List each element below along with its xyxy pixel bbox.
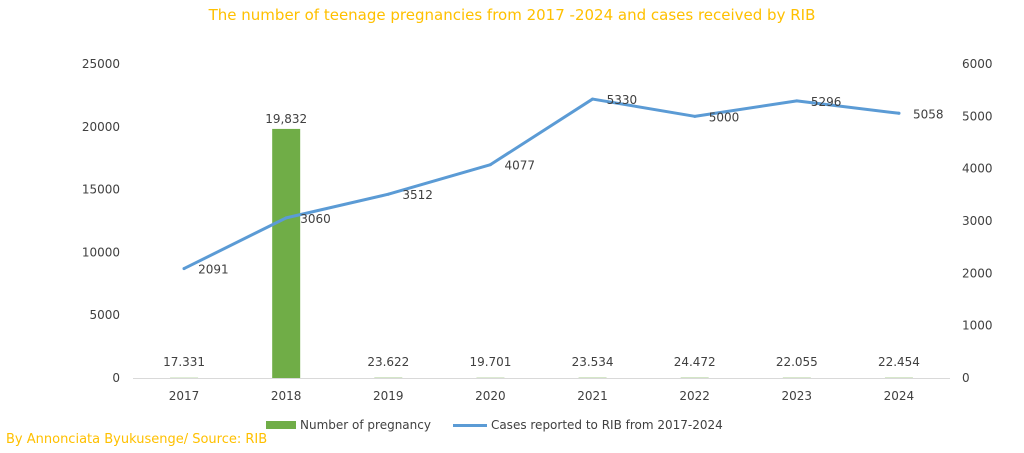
line-data-label: 5058 bbox=[913, 107, 944, 121]
bar-data-label: 19.701 bbox=[469, 355, 511, 369]
x-axis-tick-label: 2020 bbox=[475, 389, 506, 403]
legend-line-label: Cases reported to RIB from 2017-2024 bbox=[490, 418, 723, 432]
x-axis-tick-label: 2017 bbox=[169, 389, 200, 403]
legend-line-swatch bbox=[452, 423, 487, 427]
x-axis-tick-label: 2022 bbox=[679, 389, 710, 403]
line-point bbox=[488, 163, 492, 167]
bar-data-label: 23.534 bbox=[572, 355, 614, 369]
line-data-label: 3512 bbox=[402, 188, 433, 202]
right-axis-tick-label: 0 bbox=[962, 371, 970, 385]
line-point bbox=[591, 97, 595, 101]
left-axis-tick-label: 5000 bbox=[89, 308, 120, 322]
legend: Number of pregnancy Cases reported to RI… bbox=[266, 418, 745, 432]
line-data-label: 2091 bbox=[198, 263, 229, 277]
x-axis-tick-label: 2021 bbox=[577, 389, 608, 403]
left-axis-tick-label: 15000 bbox=[82, 183, 120, 197]
chart-title: The number of teenage pregnancies from 2… bbox=[208, 6, 816, 24]
line-point bbox=[284, 216, 288, 220]
line-data-label: 4077 bbox=[504, 159, 535, 173]
line-point bbox=[693, 114, 697, 118]
line-point bbox=[897, 111, 901, 115]
line-data-label: 3060 bbox=[300, 212, 331, 226]
legend-bar-swatch bbox=[266, 421, 296, 429]
right-axis-tick-label: 3000 bbox=[962, 214, 993, 228]
bar bbox=[272, 128, 301, 378]
legend-bar-label: Number of pregnancy bbox=[300, 418, 431, 432]
bar-data-label: 22.055 bbox=[776, 355, 818, 369]
right-axis-tick-label: 6000 bbox=[962, 57, 993, 71]
left-axis-tick-label: 20000 bbox=[82, 120, 120, 134]
legend-item-bars: Number of pregnancy bbox=[266, 418, 431, 432]
line-data-label: 5330 bbox=[607, 93, 638, 107]
right-axis-tick-label: 1000 bbox=[962, 319, 993, 333]
bar-data-label: 23.622 bbox=[367, 355, 409, 369]
line-point bbox=[795, 99, 799, 103]
left-axis-tick-label: 0 bbox=[112, 371, 120, 385]
x-axis-tick-label: 2019 bbox=[373, 389, 404, 403]
line-point bbox=[182, 267, 186, 271]
right-axis-tick-label: 5000 bbox=[962, 109, 993, 123]
left-axis-tick-label: 10000 bbox=[82, 245, 120, 259]
bar-data-label: 24.472 bbox=[674, 355, 716, 369]
line-data-label: 5296 bbox=[811, 95, 842, 109]
x-axis-tick-label: 2023 bbox=[782, 389, 813, 403]
bar-data-label: 19,832 bbox=[265, 112, 307, 126]
legend-item-line: Cases reported to RIB from 2017-2024 bbox=[452, 418, 723, 432]
x-axis-tick-label: 2024 bbox=[884, 389, 915, 403]
line-point bbox=[386, 192, 390, 196]
right-axis-tick-label: 4000 bbox=[962, 162, 993, 176]
line-data-label: 5000 bbox=[709, 110, 740, 124]
bar-data-label: 17.331 bbox=[163, 355, 205, 369]
x-axis-tick-label: 2018 bbox=[271, 389, 302, 403]
left-axis-tick-label: 25000 bbox=[82, 57, 120, 71]
bar-data-label: 22.454 bbox=[878, 355, 920, 369]
series-line bbox=[182, 97, 901, 271]
right-axis-tick-label: 2000 bbox=[962, 266, 993, 280]
credit-text: By Annonciata Byukusenge/ Source: RIB bbox=[6, 432, 268, 447]
